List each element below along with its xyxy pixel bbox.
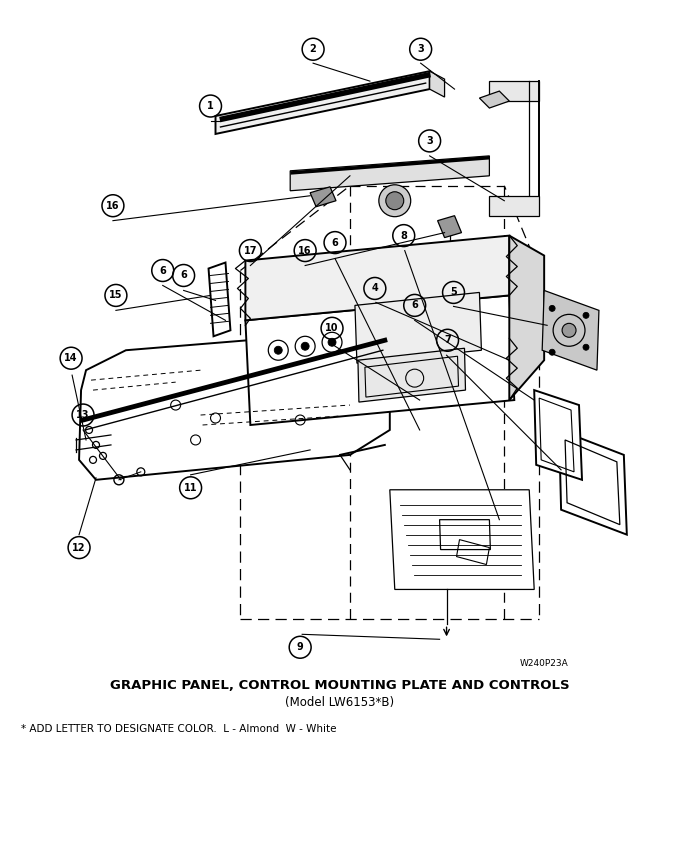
Text: W240P23A: W240P23A [520,659,568,668]
Text: (Model LW6153*B): (Model LW6153*B) [286,696,394,709]
Polygon shape [355,293,481,363]
Circle shape [549,349,555,355]
Polygon shape [542,290,599,371]
Text: 2: 2 [309,44,316,54]
Text: 6: 6 [332,238,339,248]
Text: 6: 6 [411,300,418,310]
Circle shape [379,184,411,217]
Circle shape [562,323,576,338]
Circle shape [328,338,336,346]
Text: 3: 3 [418,44,424,54]
Text: 3: 3 [426,136,433,146]
Circle shape [583,344,589,350]
Text: 6: 6 [180,271,187,281]
Polygon shape [479,91,509,108]
Polygon shape [559,430,627,535]
Text: 12: 12 [72,542,86,552]
Polygon shape [534,390,582,480]
Polygon shape [358,349,466,402]
Polygon shape [79,330,390,480]
Text: 13: 13 [76,410,90,420]
Text: 6: 6 [159,266,166,276]
Polygon shape [490,195,539,216]
Text: 16: 16 [299,245,312,255]
Polygon shape [430,71,445,97]
Text: 15: 15 [109,290,122,300]
Text: 10: 10 [325,323,339,333]
Polygon shape [245,295,514,425]
Circle shape [583,312,589,318]
Text: 17: 17 [243,245,257,255]
Polygon shape [216,71,430,134]
Polygon shape [438,216,462,238]
Polygon shape [245,236,509,321]
Polygon shape [509,236,544,400]
Polygon shape [390,490,534,590]
Text: 4: 4 [371,283,378,294]
Text: 16: 16 [106,201,120,211]
Polygon shape [490,81,539,101]
Polygon shape [209,262,231,337]
Text: 5: 5 [450,288,457,298]
Circle shape [549,305,555,311]
Text: 14: 14 [65,354,78,363]
Text: GRAPHIC PANEL, CONTROL MOUNTING PLATE AND CONTROLS: GRAPHIC PANEL, CONTROL MOUNTING PLATE AN… [110,679,570,692]
Text: 9: 9 [296,642,303,652]
Circle shape [274,346,282,354]
Text: 11: 11 [184,483,197,492]
Circle shape [386,192,404,210]
Text: 8: 8 [401,231,407,240]
Text: * ADD LETTER TO DESIGNATE COLOR.  L - Almond  W - White: * ADD LETTER TO DESIGNATE COLOR. L - Alm… [21,724,337,734]
Circle shape [301,343,309,350]
Text: 1: 1 [207,101,214,111]
Polygon shape [290,156,490,190]
Polygon shape [310,187,336,206]
Text: 7: 7 [444,335,451,345]
